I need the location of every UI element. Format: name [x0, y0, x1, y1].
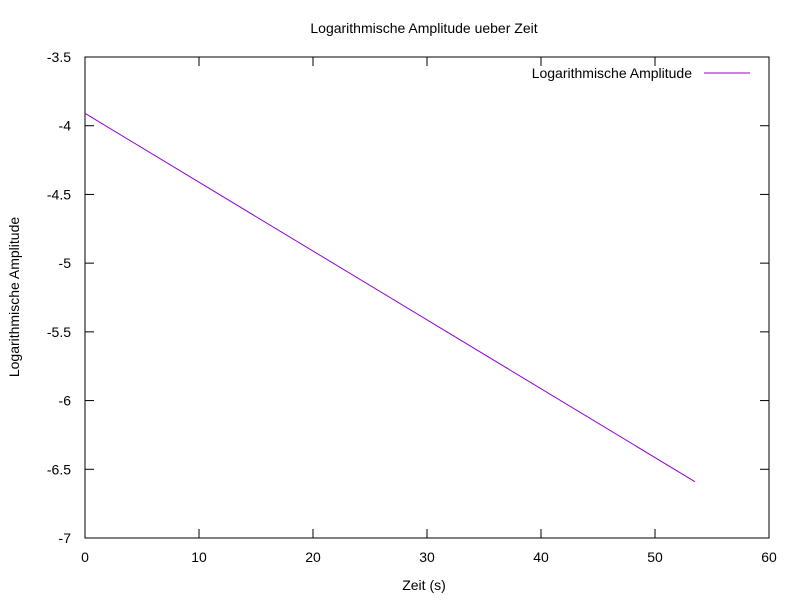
chart-title: Logarithmische Amplitude ueber Zeit	[310, 20, 537, 36]
legend: Logarithmische Amplitude	[532, 65, 750, 81]
x-tick-label: 60	[761, 549, 777, 565]
series-layer	[84, 112, 696, 483]
y-tick-label: -4	[59, 118, 72, 134]
x-axis: 0 10 20 30 40 50 60	[81, 57, 777, 565]
y-tick-label: -3.5	[47, 49, 71, 65]
x-tick-label: 0	[81, 549, 89, 565]
x-axis-label: Zeit (s)	[402, 577, 446, 593]
x-tick-label: 50	[647, 549, 663, 565]
y-axis-label: Logarithmische Amplitude	[6, 217, 22, 378]
y-tick-label: -5	[59, 255, 72, 271]
plot-area	[84, 56, 770, 539]
y-tick-label: -6.5	[47, 461, 71, 477]
x-tick-label: 30	[419, 549, 435, 565]
series-line	[84, 112, 696, 483]
y-tick-label: -7	[59, 530, 72, 546]
y-tick-label: -4.5	[47, 186, 71, 202]
legend-label: Logarithmische Amplitude	[532, 65, 693, 81]
y-tick-label: -5.5	[47, 324, 71, 340]
y-tick-label: -6	[59, 393, 72, 409]
x-tick-label: 40	[533, 549, 549, 565]
x-tick-label: 10	[191, 549, 207, 565]
x-tick-label: 20	[305, 549, 321, 565]
y-axis: -7 -6.5 -6 -5.5 -5 -4.5 -4 -3.5	[47, 49, 769, 546]
